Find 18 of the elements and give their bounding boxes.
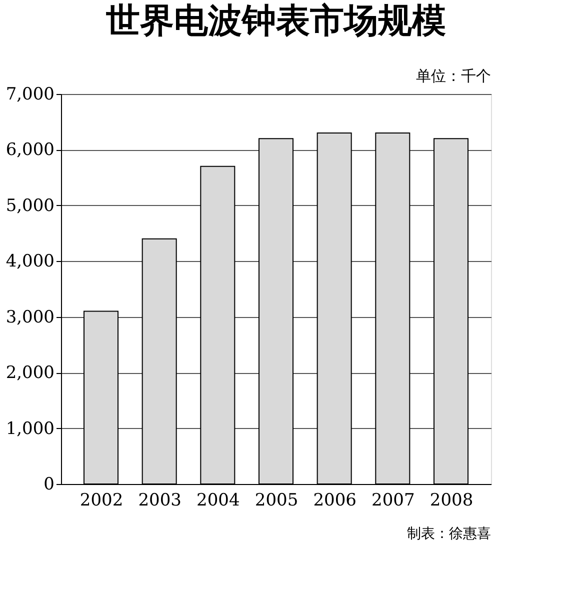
- x-tick-label: 2006: [313, 490, 356, 510]
- y-tick-label: 1,000: [6, 418, 54, 439]
- text: 制表：徐惠喜: [407, 526, 491, 542]
- x-tick-label: 2005: [254, 490, 298, 510]
- y-tick-label: 3,000: [6, 307, 54, 328]
- x-tick-label: 2007: [372, 490, 415, 510]
- chart-title: 世界电波钟表市场规模: [105, 1, 446, 41]
- x-tick-label: 2004: [196, 490, 240, 510]
- y-tick-label: 4,000: [6, 252, 54, 272]
- x-tick-label: 2008: [430, 490, 474, 510]
- y-tick-label: 2,000: [6, 363, 54, 384]
- y-tick-label: 0: [44, 474, 54, 494]
- text: 单位：千个: [416, 67, 491, 85]
- y-tick-label: 7,000: [6, 84, 54, 104]
- y-tick-label: 6,000: [6, 140, 54, 160]
- x-tick-label: 2002: [80, 490, 124, 510]
- x-tick-label: 2003: [138, 490, 182, 510]
- y-tick-label: 5,000: [6, 196, 54, 216]
